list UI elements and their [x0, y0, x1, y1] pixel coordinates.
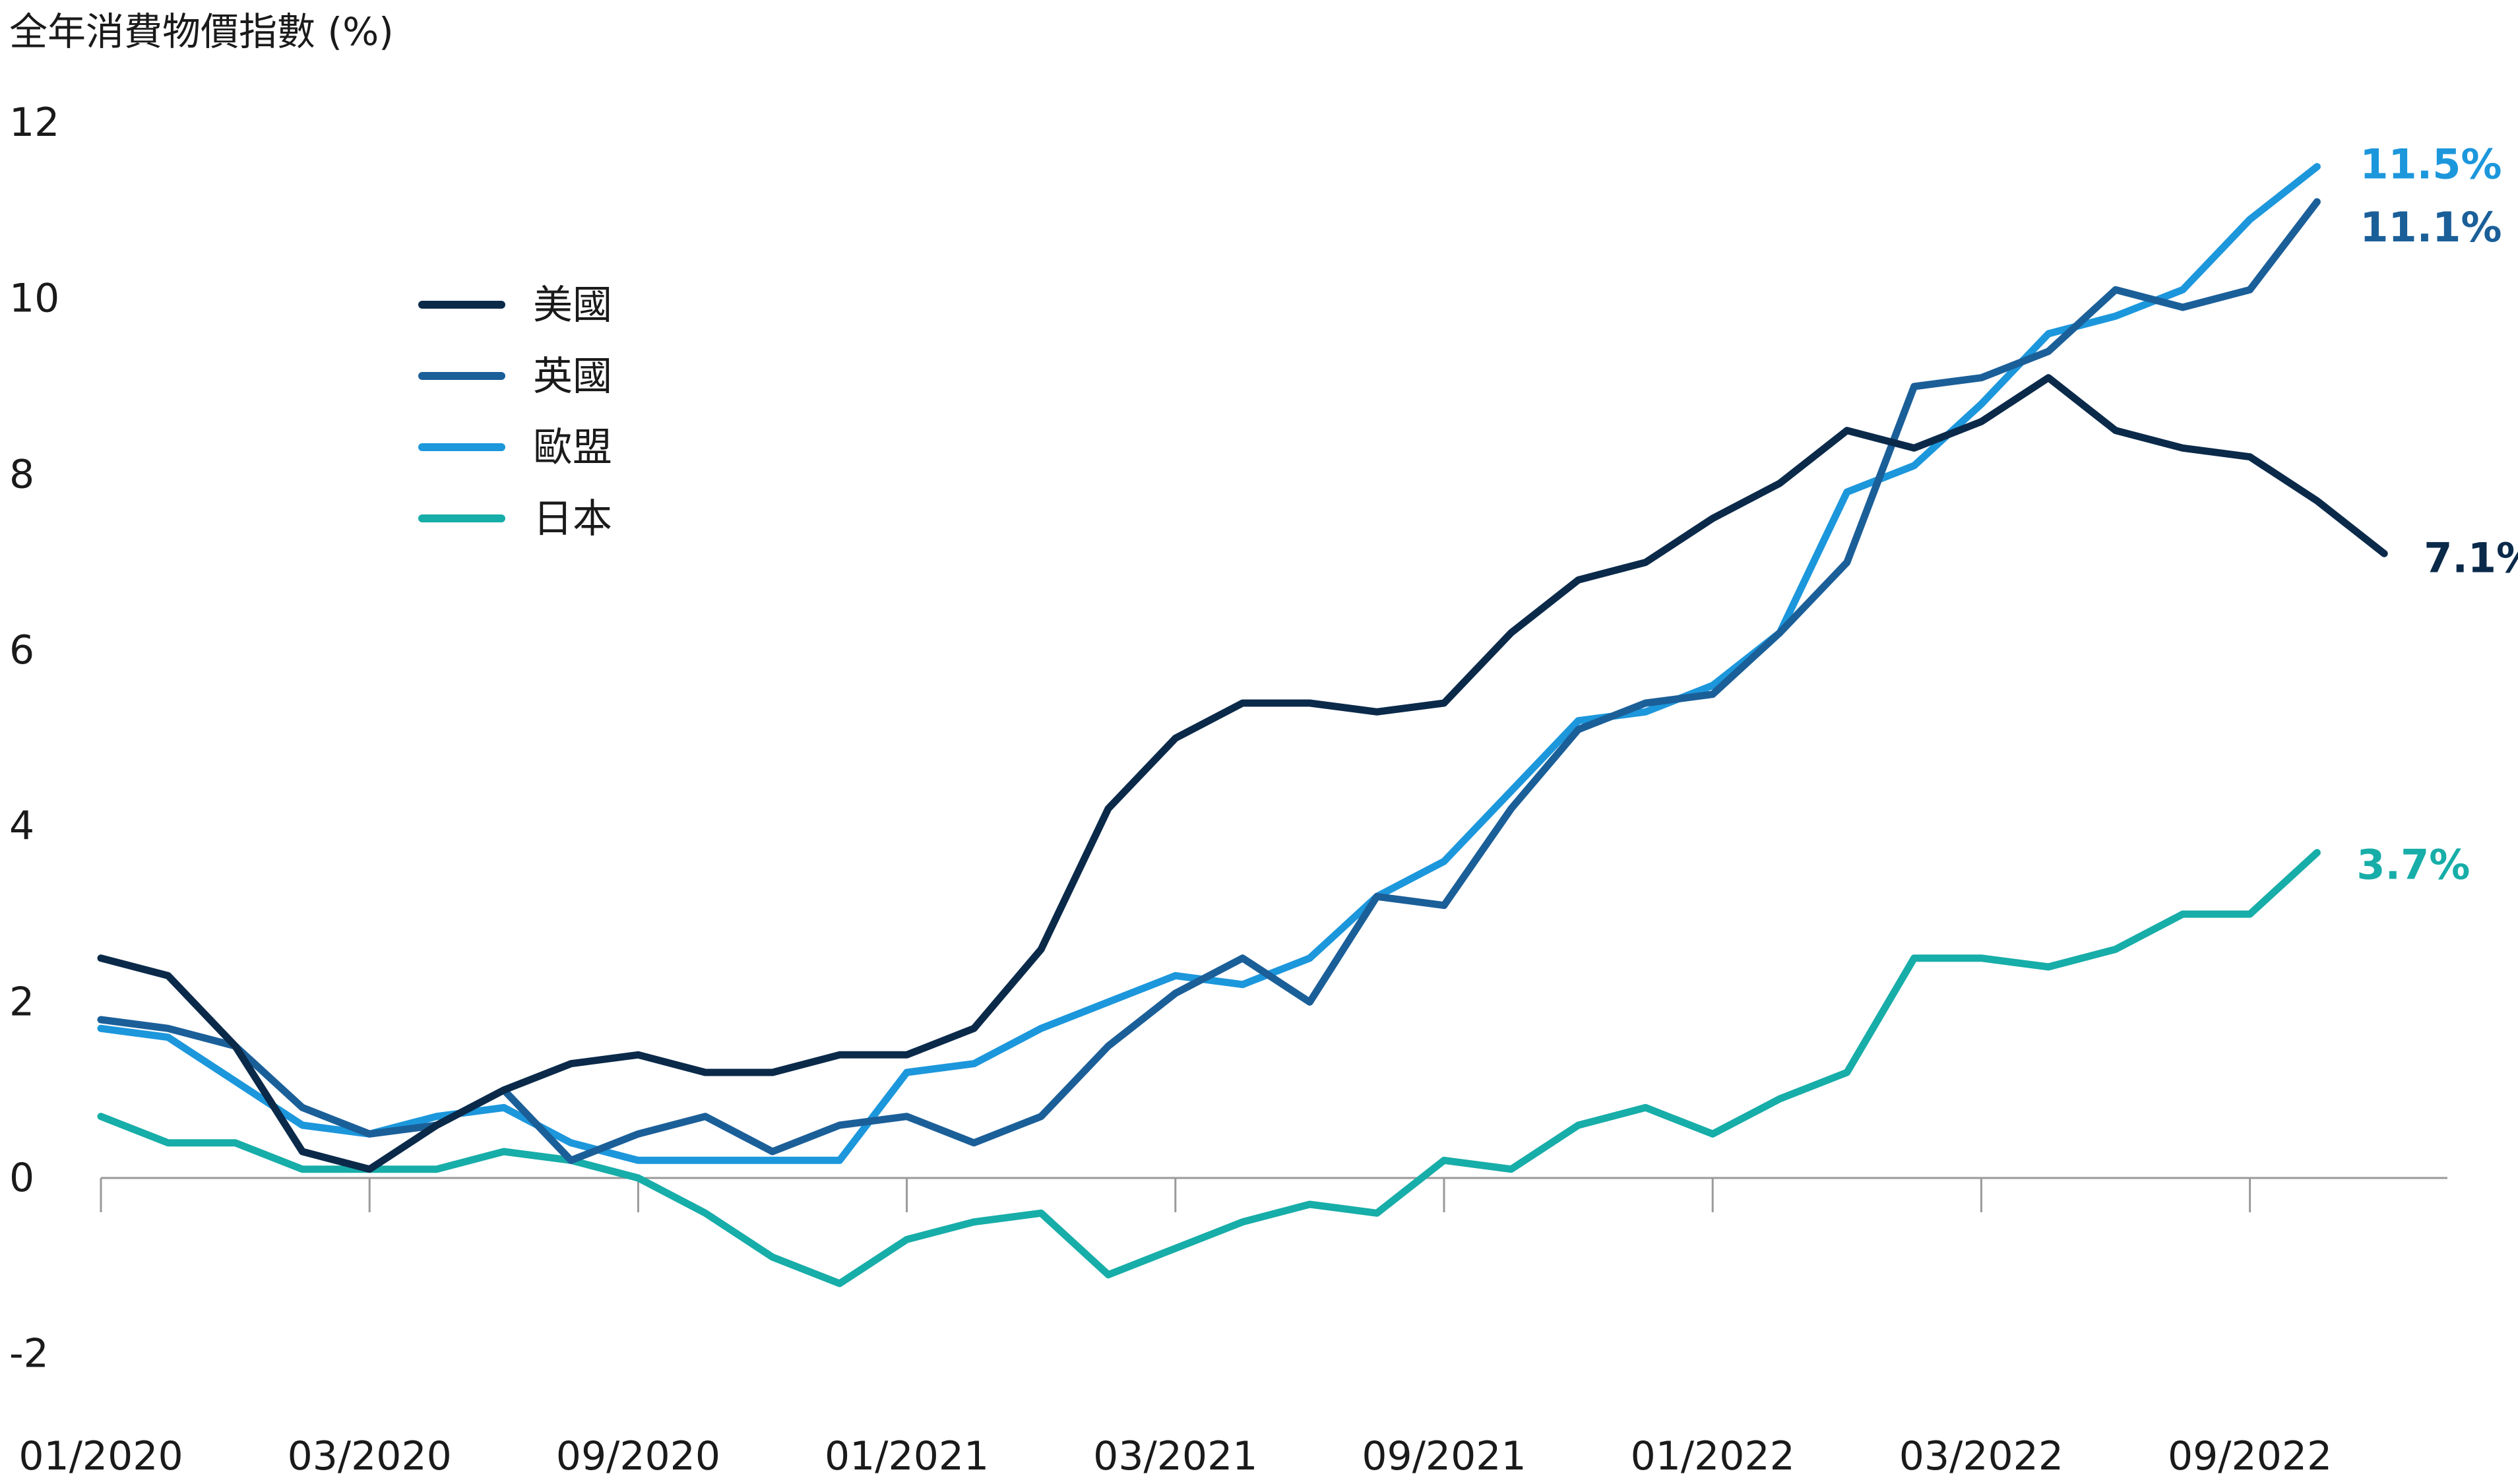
legend-label: 美國	[533, 282, 612, 328]
y-axis-ticks: 12 10 8 6 4 2 0 -2	[9, 100, 59, 1377]
y-tick-label: 6	[9, 627, 34, 673]
series-line-0	[97, 374, 2388, 1173]
y-tick-label: 0	[9, 1155, 34, 1201]
x-tick-label: 09/2020	[556, 1433, 720, 1479]
legend-label: 英國	[533, 354, 612, 400]
x-tick-label: 01/2020	[18, 1433, 183, 1479]
y-tick-label: 10	[9, 276, 59, 322]
x-tick-label: 03/2022	[1899, 1433, 2063, 1479]
series-line-3	[97, 849, 2321, 1287]
legend-label: 歐盟	[533, 425, 612, 471]
y-tick-label: 2	[9, 979, 34, 1025]
x-tick-label: 01/2021	[825, 1433, 989, 1479]
x-tick-label: 01/2022	[1631, 1433, 1795, 1479]
y-tick-label: 12	[9, 100, 59, 146]
end-label-1: 11.1%	[2360, 203, 2502, 251]
series-line-1	[97, 198, 2321, 1164]
end-value-labels: 7.1% 11.1% 11.5% 3.7%	[2356, 140, 2518, 889]
series-lines	[97, 163, 2388, 1287]
y-tick-label: 4	[9, 803, 34, 850]
end-label-3: 3.7%	[2356, 841, 2470, 889]
x-tick-label: 03/2020	[288, 1433, 452, 1479]
y-tick-label: 8	[9, 451, 34, 497]
x-tick-label: 03/2021	[1093, 1433, 1257, 1479]
y-tick-label: -2	[9, 1331, 49, 1377]
end-label-0: 7.1%	[2424, 534, 2518, 582]
series-line-2	[97, 163, 2321, 1164]
legend-label: 日本	[533, 496, 612, 542]
end-label-2: 11.5%	[2360, 140, 2502, 189]
x-axis-ticks: 01/2020 03/2020 09/2020 01/2021 03/2021 09/20…	[18, 1178, 2332, 1479]
x-tick-label: 09/2022	[2168, 1433, 2332, 1479]
y-axis-title: 全年消費物價指數 (%)	[9, 9, 394, 54]
x-tick-label: 09/2021	[1362, 1433, 1526, 1479]
